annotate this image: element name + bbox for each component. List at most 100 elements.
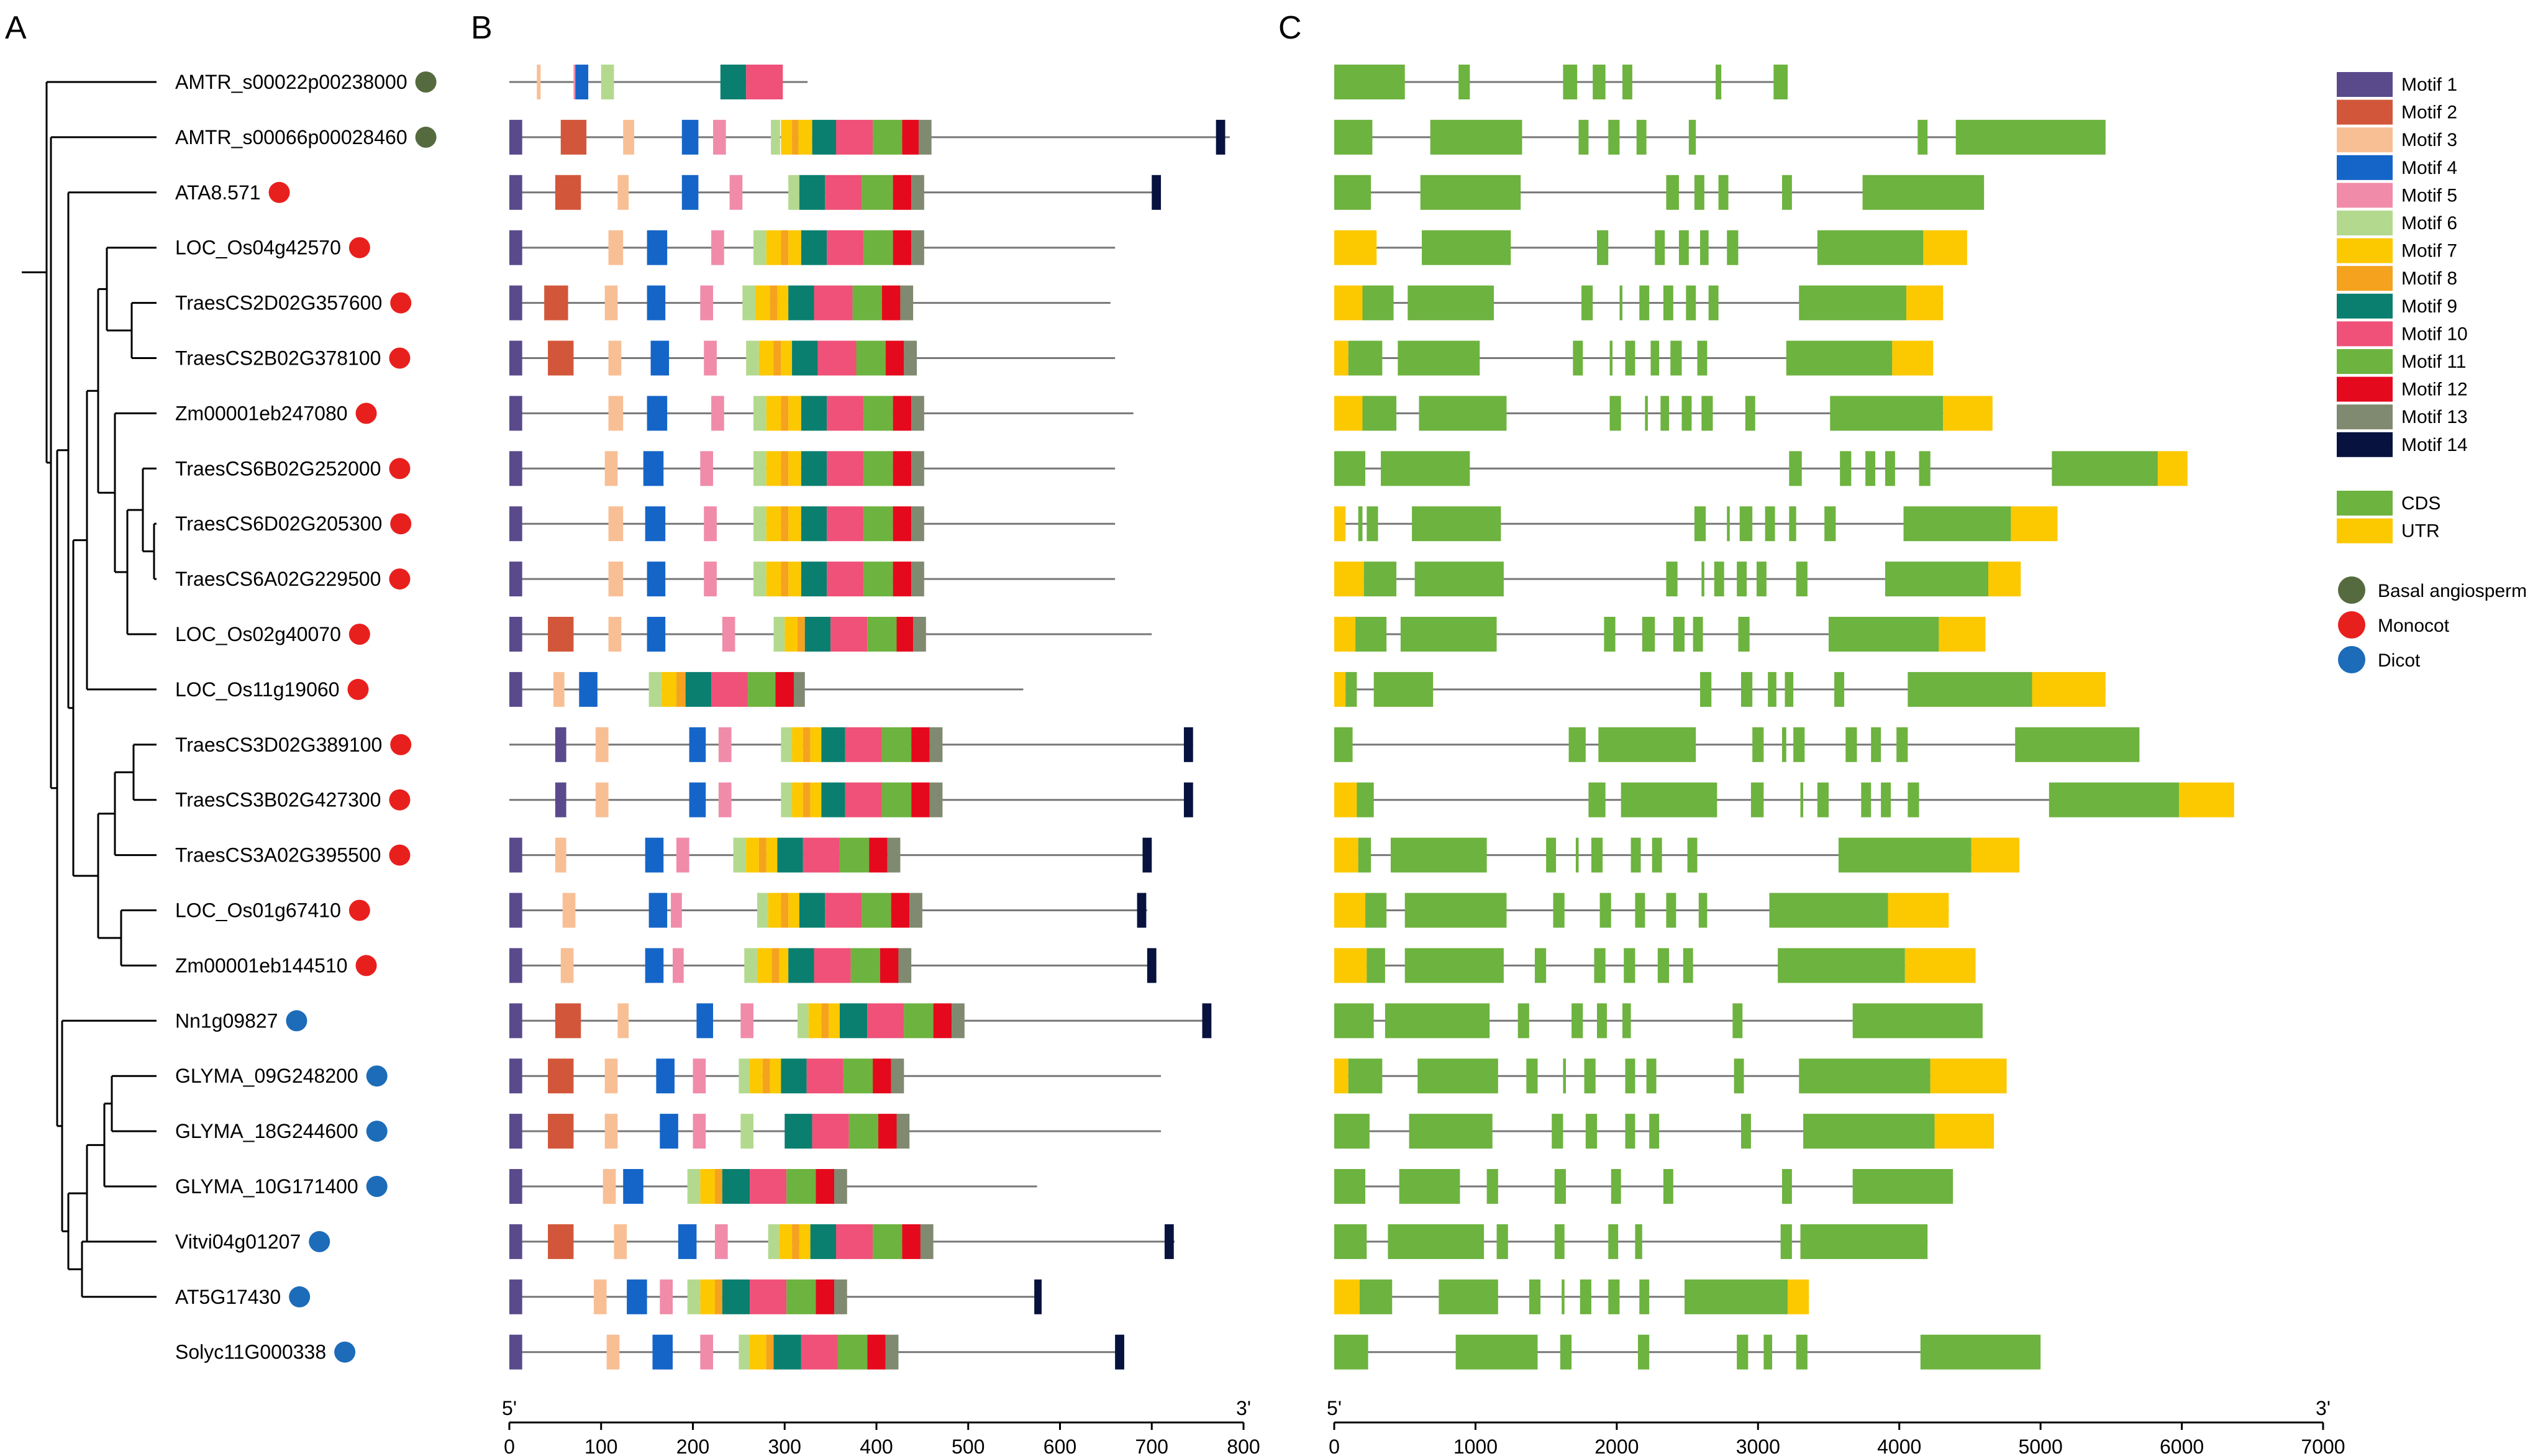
motif-13-box [898, 948, 912, 983]
motif-4-box [647, 562, 666, 597]
motif-5-box [700, 285, 714, 321]
motif-8-box [781, 562, 789, 597]
cds-block [1585, 1114, 1598, 1149]
cds-block [1739, 506, 1753, 542]
motif-3-box [617, 1003, 629, 1039]
motif-13-box [911, 230, 924, 265]
legend-label: Motif 2 [2401, 102, 2457, 123]
cds-block [2015, 727, 2140, 762]
gene-name-label: GLYMA_18G244600 [175, 1120, 358, 1142]
motif-3-box [606, 1334, 620, 1370]
cds-block [1660, 396, 1670, 431]
motif-1-box [555, 727, 566, 762]
cds-block [1399, 1169, 1460, 1204]
gene-name-label: LOC_Os02g40070 [175, 623, 341, 645]
cds-block [1817, 230, 1924, 265]
axis-tick-label: 100 [584, 1436, 617, 1456]
motif-5-box [718, 727, 732, 762]
motif-6-box [788, 175, 799, 210]
legend-swatch-motif-10 [2337, 321, 2393, 347]
motif-10-box [827, 230, 864, 265]
motif-3-box [623, 119, 634, 155]
motif-1-box [509, 506, 522, 542]
motif-2-box [548, 340, 574, 376]
cds-block [1778, 948, 1905, 983]
utr-block [2011, 506, 2058, 542]
motif-3-box [604, 1058, 618, 1094]
panel-label-a: A [5, 10, 27, 46]
utr-block [1888, 893, 1949, 928]
cds-block [1862, 175, 1985, 210]
motif-13-box [887, 837, 901, 873]
motif-7-box [777, 285, 789, 321]
axis-tick-label: 800 [1227, 1436, 1260, 1456]
cds-block [1622, 1003, 1631, 1039]
motif-6-box [648, 671, 662, 707]
axis-tick-label: 200 [676, 1436, 709, 1456]
motif-6-box [687, 1169, 701, 1204]
motif-7-box [766, 396, 781, 431]
motif-1-box [509, 1003, 522, 1039]
gene-name-label: TraesCS2D02G357600 [175, 292, 382, 314]
motif-4-box [652, 1334, 673, 1370]
motif-3-box [593, 1279, 607, 1314]
cds-block [1861, 782, 1872, 817]
cds-block [1745, 396, 1755, 431]
cds-block [1708, 285, 1719, 321]
motif-1-box [509, 1058, 522, 1094]
gene-labels: AMTR_s00022p00238000 AMTR_s00066p00028460… [175, 71, 437, 1363]
motif-2-box [555, 1003, 581, 1039]
motif-4-box [650, 340, 670, 376]
legend-label: Motif 14 [2401, 435, 2468, 455]
cds-block [1734, 1058, 1744, 1094]
legend-group-dot [2338, 646, 2365, 673]
legend-label: Motif 7 [2401, 241, 2457, 262]
motif-9-box [788, 948, 814, 983]
cds-block [1666, 562, 1678, 597]
motif-14-box [1164, 1224, 1174, 1259]
motif-13-box [900, 285, 914, 321]
motif-13-box [918, 119, 932, 155]
motif-1-box [509, 617, 522, 652]
cds-block [1597, 230, 1609, 265]
motif-14-box [1034, 1279, 1042, 1314]
cds-block [1365, 893, 1387, 928]
motif-12-box [881, 285, 901, 321]
cds-block [1650, 340, 1660, 376]
motif-3-box [604, 451, 618, 486]
motif-9-box [785, 1114, 812, 1149]
motif-8-box [792, 119, 799, 155]
cds-block [1419, 396, 1507, 431]
group-marker-dot [415, 71, 437, 93]
axis-tick-label: 400 [860, 1436, 893, 1456]
group-marker-dot [348, 899, 370, 921]
motif-11-box [863, 451, 893, 486]
cds-block [1697, 340, 1708, 376]
cds-block [1800, 1224, 1928, 1259]
motif-6-box [744, 948, 757, 983]
legend-swatch-cds [2337, 491, 2393, 516]
group-marker-dot [334, 1341, 356, 1363]
motif-9-box [792, 340, 818, 376]
cds-block [1700, 671, 1712, 707]
cds-block [1780, 1224, 1792, 1259]
motif-7-box [785, 617, 798, 652]
legend-label: Motif 9 [2401, 296, 2457, 317]
legend-label: Motif 5 [2401, 185, 2457, 206]
motif-10-box [711, 671, 748, 707]
cds-block [1625, 1058, 1635, 1094]
axis-tick-label: 4000 [1877, 1436, 1921, 1456]
legend-label: Monocot [2378, 616, 2450, 636]
motif-9-box [799, 175, 826, 210]
group-marker-dot [289, 1286, 311, 1308]
motif-12-box [893, 175, 912, 210]
cds-block [1769, 893, 1888, 928]
legend-swatch-motif-9 [2337, 293, 2393, 319]
cds-block [1652, 837, 1662, 873]
cds-block [1830, 396, 1944, 431]
cds-block [1666, 175, 1679, 210]
legend-swatch-motif-6 [2337, 211, 2393, 235]
motif-1-box [509, 451, 522, 486]
motif-7-box [788, 893, 799, 928]
motif-2-box [548, 1114, 574, 1149]
